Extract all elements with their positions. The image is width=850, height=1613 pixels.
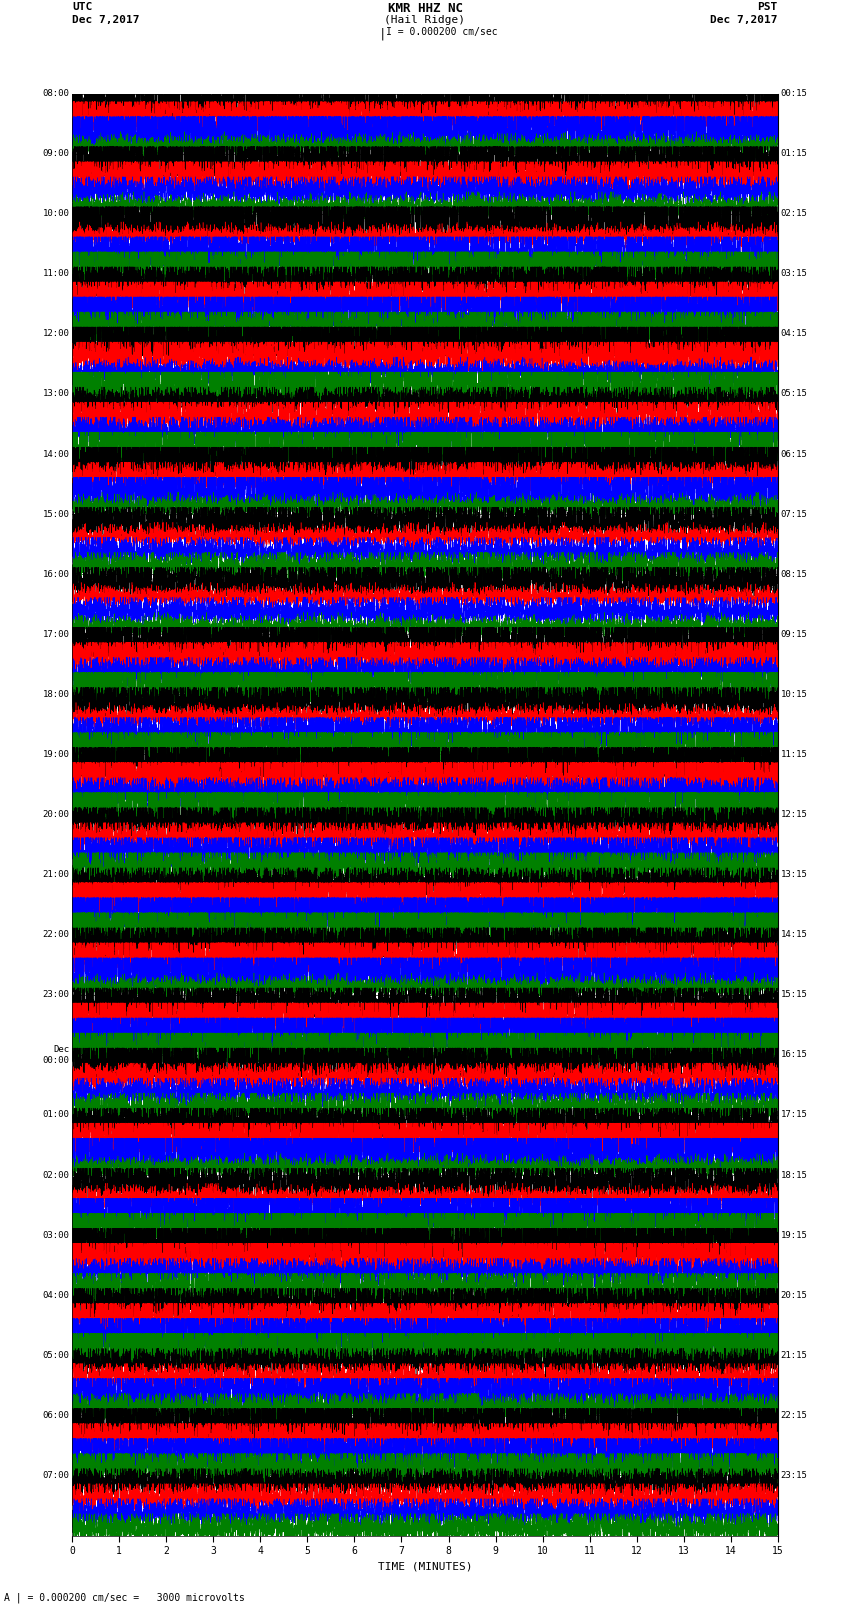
Text: I = 0.000200 cm/sec: I = 0.000200 cm/sec xyxy=(386,27,498,37)
Text: A | = 0.000200 cm/sec =   3000 microvolts: A | = 0.000200 cm/sec = 3000 microvolts xyxy=(4,1592,245,1603)
Text: |: | xyxy=(379,27,386,40)
X-axis label: TIME (MINUTES): TIME (MINUTES) xyxy=(377,1561,473,1571)
Text: PST: PST xyxy=(757,2,778,11)
Text: KMR HHZ NC: KMR HHZ NC xyxy=(388,2,462,15)
Text: Dec 7,2017: Dec 7,2017 xyxy=(72,15,139,24)
Text: Dec 7,2017: Dec 7,2017 xyxy=(711,15,778,24)
Text: UTC: UTC xyxy=(72,2,93,11)
Text: (Hail Ridge): (Hail Ridge) xyxy=(384,15,466,24)
